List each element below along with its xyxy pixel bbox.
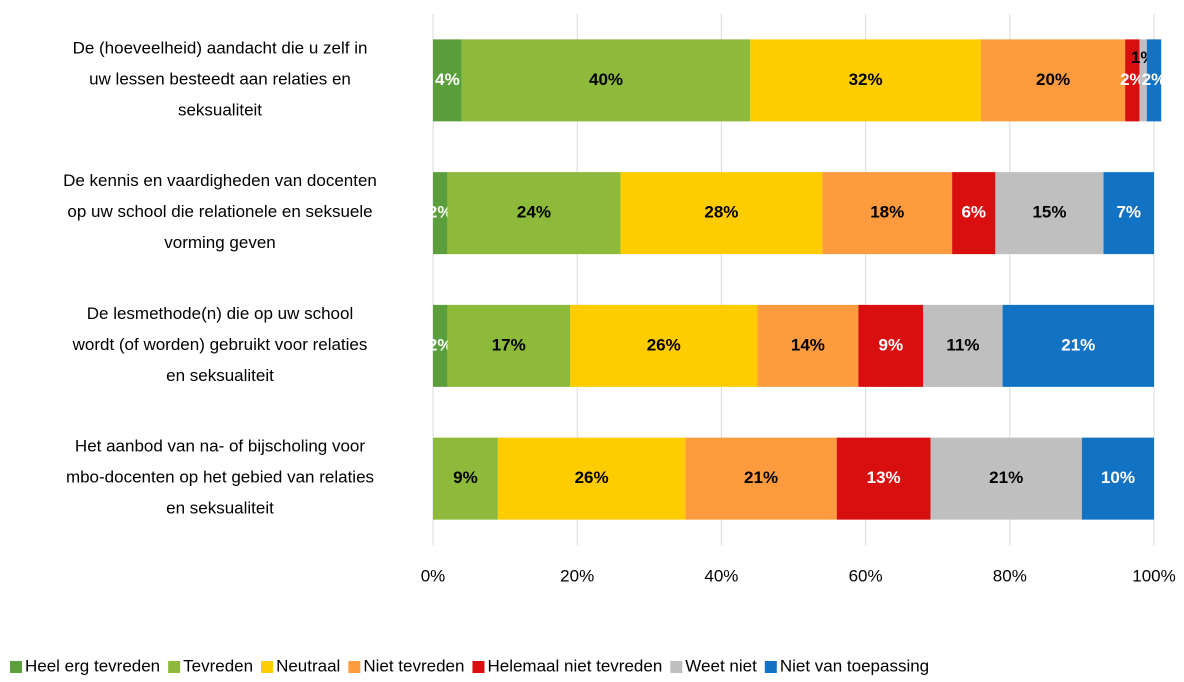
data-label: 13% bbox=[867, 468, 901, 487]
legend-label: Weet niet bbox=[685, 656, 757, 675]
data-label: 26% bbox=[647, 335, 681, 354]
bar-segment bbox=[433, 172, 448, 255]
legend-swatch bbox=[764, 661, 777, 673]
bar-segment bbox=[952, 172, 996, 255]
data-label: 17% bbox=[492, 335, 526, 354]
data-label: 21% bbox=[1061, 335, 1095, 354]
bar-segment bbox=[569, 304, 758, 387]
x-tick-label: 80% bbox=[993, 566, 1027, 585]
data-label: 24% bbox=[517, 203, 551, 222]
data-label: 2% bbox=[1120, 70, 1145, 89]
bar-segment bbox=[1002, 304, 1154, 387]
category-label: De (hoeveelheid) aandacht die u zelf in u… bbox=[73, 39, 368, 120]
bar-segment bbox=[433, 39, 462, 122]
bar-segment bbox=[995, 172, 1104, 255]
bar-segment bbox=[433, 304, 448, 387]
bar-segment bbox=[1139, 39, 1147, 122]
legend-swatch bbox=[10, 661, 22, 673]
x-tick-label: 40% bbox=[704, 566, 738, 585]
x-tick-label: 20% bbox=[560, 566, 594, 585]
x-tick-label: 60% bbox=[849, 566, 883, 585]
data-label: 6% bbox=[961, 203, 986, 222]
data-label: 26% bbox=[575, 468, 609, 487]
bar-segment bbox=[822, 172, 953, 255]
category-label: De kennis en vaardigheden van docenten op… bbox=[63, 172, 377, 253]
bar-segment bbox=[1103, 172, 1154, 255]
data-label: 40% bbox=[589, 70, 623, 89]
data-label: 20% bbox=[1036, 70, 1070, 89]
bar-segment bbox=[980, 39, 1126, 122]
data-label: 10% bbox=[1101, 468, 1135, 487]
bar-segment bbox=[447, 172, 621, 255]
legend-swatch bbox=[472, 661, 485, 673]
legend-swatch bbox=[168, 661, 181, 673]
x-tick-label: 0% bbox=[421, 566, 446, 585]
bar-segment bbox=[1081, 437, 1154, 520]
bar-segment bbox=[930, 437, 1082, 520]
legend-label: Neutraal bbox=[276, 656, 340, 675]
legend-label: Helemaal niet tevreden bbox=[487, 656, 662, 675]
data-label: 2% bbox=[428, 335, 453, 354]
data-label: 9% bbox=[453, 468, 478, 487]
data-label: 9% bbox=[879, 335, 904, 354]
x-tick-label: 100% bbox=[1132, 566, 1175, 585]
legend-label: Heel erg tevreden bbox=[25, 656, 160, 675]
data-label: 15% bbox=[1032, 203, 1066, 222]
category-label: Het aanbod van na- of bijscholing voor mb… bbox=[66, 437, 374, 518]
legend-swatch bbox=[670, 661, 683, 673]
legend-label: Niet van toepassing bbox=[780, 656, 929, 675]
data-label: 32% bbox=[849, 70, 883, 89]
bar-segment bbox=[858, 304, 924, 387]
bar-segment bbox=[497, 437, 686, 520]
legend-label: Tevreden bbox=[183, 656, 253, 675]
data-label: 21% bbox=[989, 468, 1023, 487]
bar-segment bbox=[461, 39, 751, 122]
data-label: 2% bbox=[428, 203, 453, 222]
bar-segment bbox=[433, 437, 498, 520]
bar-segment bbox=[923, 304, 1003, 387]
data-label: 18% bbox=[870, 203, 904, 222]
bar-segment bbox=[757, 304, 859, 387]
data-label: 14% bbox=[791, 335, 825, 354]
category-label: De lesmethode(n) die op uw school wordt (… bbox=[72, 304, 368, 385]
bar-segment bbox=[685, 437, 837, 520]
data-label: 28% bbox=[704, 203, 738, 222]
data-label: 2% bbox=[1142, 70, 1167, 89]
legend-swatch bbox=[348, 661, 361, 673]
data-label: 21% bbox=[744, 468, 778, 487]
bar-segment bbox=[750, 39, 981, 122]
data-label: 11% bbox=[946, 335, 979, 354]
bar-segment bbox=[1146, 39, 1162, 122]
legend-label: Niet tevreden bbox=[363, 656, 464, 675]
bar-segment bbox=[620, 172, 823, 255]
bar-segment bbox=[447, 304, 570, 387]
bar-segment bbox=[1125, 39, 1140, 122]
bar-segment bbox=[836, 437, 931, 520]
legend-swatch bbox=[261, 661, 274, 673]
data-label: 7% bbox=[1116, 203, 1141, 222]
data-label: 4% bbox=[435, 70, 460, 89]
